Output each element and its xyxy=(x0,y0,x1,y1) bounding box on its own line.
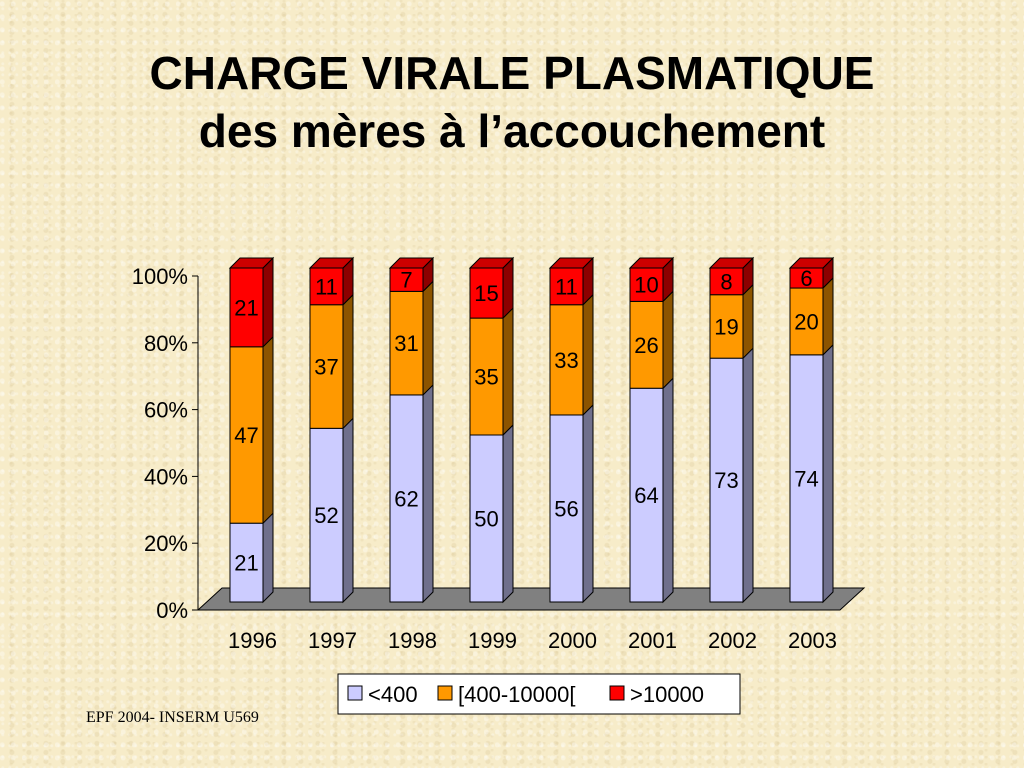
bar-segment-side xyxy=(742,346,754,604)
bar-segment-top xyxy=(308,257,355,269)
data-label: 6 xyxy=(800,266,812,291)
data-label: 26 xyxy=(634,333,658,358)
data-label: 11 xyxy=(555,274,578,299)
data-label: 62 xyxy=(394,486,418,511)
legend-label: <400 xyxy=(368,682,418,707)
data-label: 10 xyxy=(634,273,658,298)
bar-segment-top xyxy=(388,257,435,269)
chart-floor xyxy=(196,587,866,611)
legend-label: [400-10000[ xyxy=(458,682,575,707)
y-tick-label: 40% xyxy=(144,464,188,489)
y-tick-label: 60% xyxy=(144,398,188,423)
data-label: 19 xyxy=(714,314,738,339)
legend-swatch xyxy=(609,685,625,701)
data-label: 56 xyxy=(554,496,578,521)
x-tick-label: 2001 xyxy=(628,628,677,653)
data-label: 35 xyxy=(474,365,498,390)
data-label: 33 xyxy=(554,348,578,373)
data-label: 74 xyxy=(794,466,818,491)
footer-credit: EPF 2004- INSERM U569 xyxy=(86,709,259,726)
data-label: 50 xyxy=(474,507,498,532)
bar-segment-top xyxy=(708,257,755,269)
x-tick-label: 1998 xyxy=(388,628,437,653)
bar-segment xyxy=(469,317,504,436)
title-line-2: des mères à l’accouchement xyxy=(198,105,826,157)
legend-label: >10000 xyxy=(630,682,704,707)
data-label: 73 xyxy=(714,468,738,493)
bar-segment-top xyxy=(788,257,835,269)
data-label: 52 xyxy=(314,503,338,528)
bar-segment-side xyxy=(822,343,834,604)
bar-segment-side xyxy=(582,403,594,604)
bar-segment-side xyxy=(342,417,354,604)
title-line-1: CHARGE VIRALE PLASMATIQUE xyxy=(149,47,875,99)
bar-segment xyxy=(229,267,264,348)
bar-segment-side xyxy=(662,290,674,390)
bar-segment-side xyxy=(822,276,834,357)
bar-segment xyxy=(229,346,264,524)
bar-segment-side xyxy=(502,423,514,604)
data-label: 64 xyxy=(634,483,658,508)
data-label: 20 xyxy=(794,309,818,334)
bar-segment-top xyxy=(628,257,675,269)
data-label: 21 xyxy=(234,551,258,576)
x-tick-label: 1996 xyxy=(228,628,277,653)
x-tick-label: 2002 xyxy=(708,628,757,653)
data-label: 11 xyxy=(315,274,338,299)
y-tick-label: 20% xyxy=(144,531,188,556)
bar-segment-top xyxy=(548,257,595,269)
bar-segment xyxy=(629,267,664,302)
bar-segment-side xyxy=(502,306,514,437)
x-tick-label: 1999 xyxy=(468,628,517,653)
data-label: 47 xyxy=(234,423,258,448)
bar-segment-side xyxy=(262,335,274,525)
y-tick-label: 0% xyxy=(156,598,188,623)
bar-segment xyxy=(309,427,344,603)
slide-title: CHARGE VIRALE PLASMATIQUE des mères à l’… xyxy=(0,44,1024,160)
bar-segment-side xyxy=(582,293,594,417)
bar-segment-side xyxy=(262,511,274,604)
bar-segment xyxy=(469,267,504,319)
bar-segment xyxy=(549,414,584,603)
data-label: 21 xyxy=(234,295,258,320)
bar-segment-side xyxy=(422,280,434,397)
bar-segment xyxy=(469,434,504,603)
data-label: 31 xyxy=(394,331,418,356)
data-label: 15 xyxy=(474,281,498,306)
y-tick-label: 80% xyxy=(144,331,188,356)
bar-segment xyxy=(389,290,424,396)
bar-segment-side xyxy=(662,377,674,604)
bar-segment-top xyxy=(228,257,275,269)
legend-swatch xyxy=(347,685,363,701)
x-tick-label: 2000 xyxy=(548,628,597,653)
data-label: 8 xyxy=(720,269,732,294)
bar-segment xyxy=(549,304,584,416)
data-label: 37 xyxy=(314,355,338,380)
bar-segment-side xyxy=(262,256,274,349)
legend-box xyxy=(337,673,741,715)
bar-segment-top xyxy=(468,257,515,269)
bar-segment-side xyxy=(422,383,434,604)
bar-segment-side xyxy=(742,283,754,360)
y-tick-label: 100% xyxy=(132,264,188,289)
x-tick-label: 1997 xyxy=(308,628,357,653)
bar-segment-side xyxy=(342,293,354,430)
bar-segment xyxy=(789,287,824,356)
data-label: 7 xyxy=(400,268,412,293)
x-tick-label: 2003 xyxy=(788,628,837,653)
legend-swatch xyxy=(437,685,453,701)
